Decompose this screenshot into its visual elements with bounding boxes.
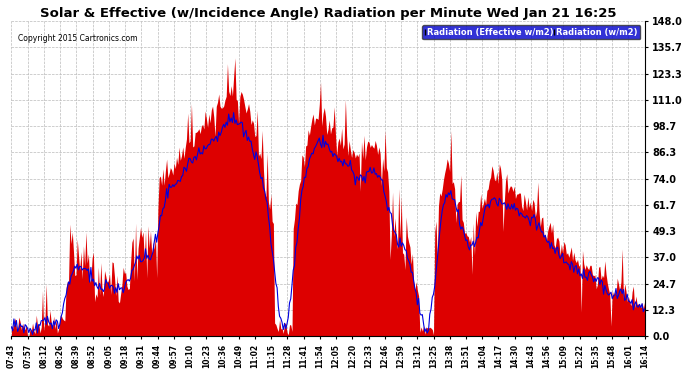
Text: Copyright 2015 Cartronics.com: Copyright 2015 Cartronics.com — [18, 34, 137, 43]
Title: Solar & Effective (w/Incidence Angle) Radiation per Minute Wed Jan 21 16:25: Solar & Effective (w/Incidence Angle) Ra… — [40, 7, 616, 20]
Legend: Radiation (Effective w/m2), Radiation (w/m2): Radiation (Effective w/m2), Radiation (w… — [422, 25, 640, 39]
